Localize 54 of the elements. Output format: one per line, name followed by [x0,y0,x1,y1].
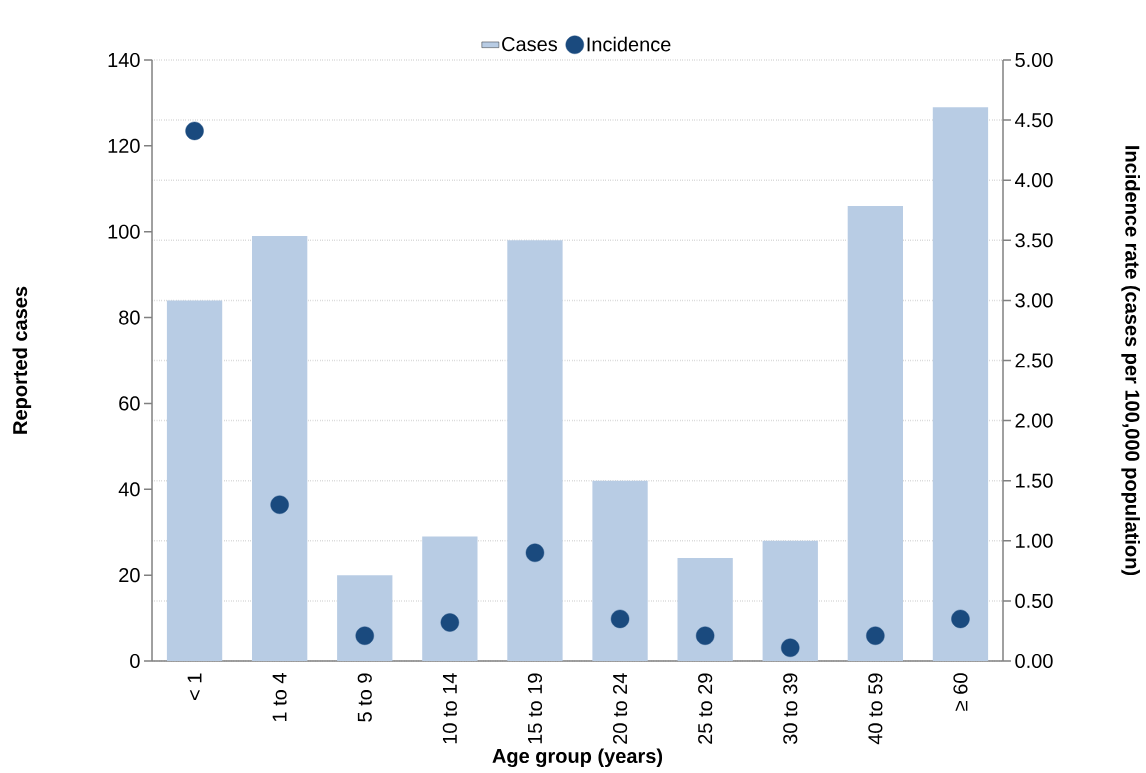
y2-tick-label: 3.00 [1015,293,1053,308]
point [695,626,715,645]
y-tick-label: 80 [119,310,140,325]
y-tick-label: 120 [108,138,140,153]
point [185,121,204,141]
x-tick-label: 20 to 24 [612,673,628,744]
x-tick-label: < 1 [187,673,202,700]
y2-tick-label: 3.50 [1015,233,1053,248]
y2-tick-label: 1.00 [1016,533,1053,548]
bar [592,480,648,661]
point [866,626,885,645]
bar [422,536,478,661]
bar [677,557,733,661]
x-tick-label: 40 to 59 [868,673,883,745]
bar [507,240,563,661]
y2-tick-label: 2.50 [1015,353,1053,368]
y-axis-title: Reported cases [12,286,32,434]
x-tick-label: 1 to 4 [272,673,287,722]
bar [166,300,223,661]
point [270,495,289,514]
point [525,543,545,562]
point [355,626,374,645]
point [951,609,970,629]
y-tick-label: 100 [108,224,140,239]
x-tick-label: 10 to 14 [442,673,457,744]
x-tick-label: 5 to 9 [357,673,372,722]
legend-label: Incidence [587,36,671,52]
y-tick-label: 60 [119,396,140,411]
x-tick-label: ≥ 60 [953,673,968,711]
y2-tick-label: 5.00 [1015,52,1053,68]
legend-label: Cases [502,37,558,52]
y-tick-label: 140 [108,52,140,68]
y2-axis-title: Incidence rate (cases per 100,000 population) [1121,146,1140,576]
y-tick-label: 0 [130,653,140,669]
y2-tick-label: 0.50 [1015,593,1053,608]
y2-tick-label: 0.00 [1015,653,1053,669]
bar [337,575,393,661]
bar [847,205,904,661]
y-tick-label: 20 [119,568,140,583]
x-tick-label: 15 to 19 [527,673,543,744]
bar [932,107,989,661]
y2-tick-label: 1.50 [1016,473,1053,488]
y2-tick-label: 4.00 [1014,173,1053,188]
point [781,638,800,657]
x-tick-label: 30 to 39 [783,673,798,745]
point [440,613,460,632]
y-tick-label: 40 [118,482,140,497]
y2-tick-label: 2.00 [1015,413,1053,428]
x-axis-title: Age group (years) [492,748,663,768]
y2-tick-label: 4.50 [1014,113,1053,128]
bar [762,540,818,661]
point [610,609,630,629]
x-tick-label: 25 to 29 [698,673,713,744]
bar [252,236,308,661]
